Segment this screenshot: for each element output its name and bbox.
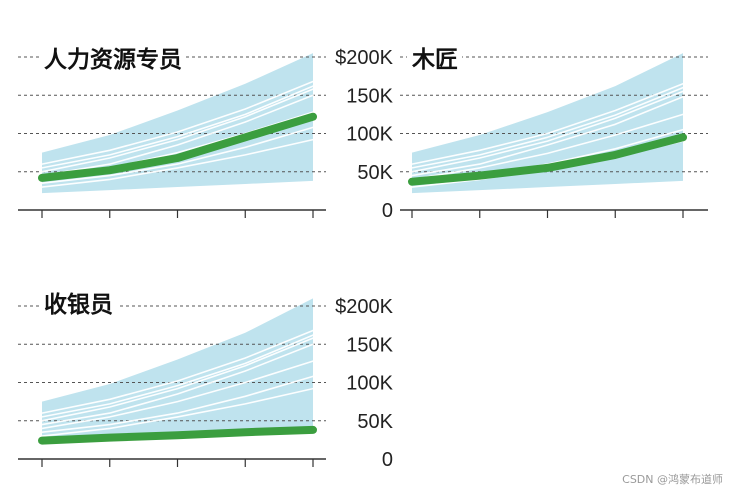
y-tick-label-3-3: 150K: [346, 334, 393, 356]
background-line-1-4: [41, 85, 314, 169]
background-line-3-1: [41, 360, 314, 430]
y-tick-label-1-1: 50K: [357, 162, 393, 184]
series-line-2: [408, 133, 687, 186]
y-tick-label-1-3: 150K: [346, 85, 393, 107]
chart-title-backing-2: [407, 45, 462, 75]
y-tick-label-3-0: 0: [382, 449, 393, 471]
background-line-1-2: [41, 88, 314, 173]
chart-title-1: 人力资源专员: [44, 46, 182, 73]
background-line-2-4: [411, 86, 684, 169]
chart-title-3: 收银员: [44, 291, 113, 318]
chart-title-2: 木匠: [411, 47, 458, 73]
background-line-1-3: [41, 126, 314, 184]
background-line-3-4: [41, 334, 314, 418]
y-tick-label-1-2: 100K: [346, 124, 393, 146]
background-line-2-0: [411, 96, 684, 177]
background-line-3-3: [41, 375, 314, 434]
y-tick-label-3-4: $200K: [335, 296, 393, 318]
y-tick-label-3-2: 100K: [346, 373, 393, 395]
series-line-1: [38, 112, 317, 182]
background-line-3-0: [41, 343, 314, 426]
watermark-text: CSDN @鸿蒙布道师: [622, 473, 723, 486]
background-line-2-1: [411, 113, 684, 181]
background-line-3-6: [41, 329, 314, 414]
y-tick-label-1-0: 0: [382, 200, 393, 222]
chart-title-backing-3: [40, 289, 117, 320]
background-line-3-5: [41, 387, 314, 437]
background-line-1-0: [41, 94, 314, 177]
y-tick-label-3-1: 50K: [357, 411, 393, 433]
background-line-1-6: [41, 80, 314, 165]
background-line-3-2: [41, 337, 314, 422]
y-tick-label-1-4: $200K: [335, 47, 393, 69]
background-line-2-2: [411, 90, 684, 173]
background-line-1-5: [41, 138, 314, 188]
chart-title-backing-1: [40, 44, 186, 75]
series-line-3: [38, 425, 317, 445]
background-line-2-6: [411, 83, 684, 165]
